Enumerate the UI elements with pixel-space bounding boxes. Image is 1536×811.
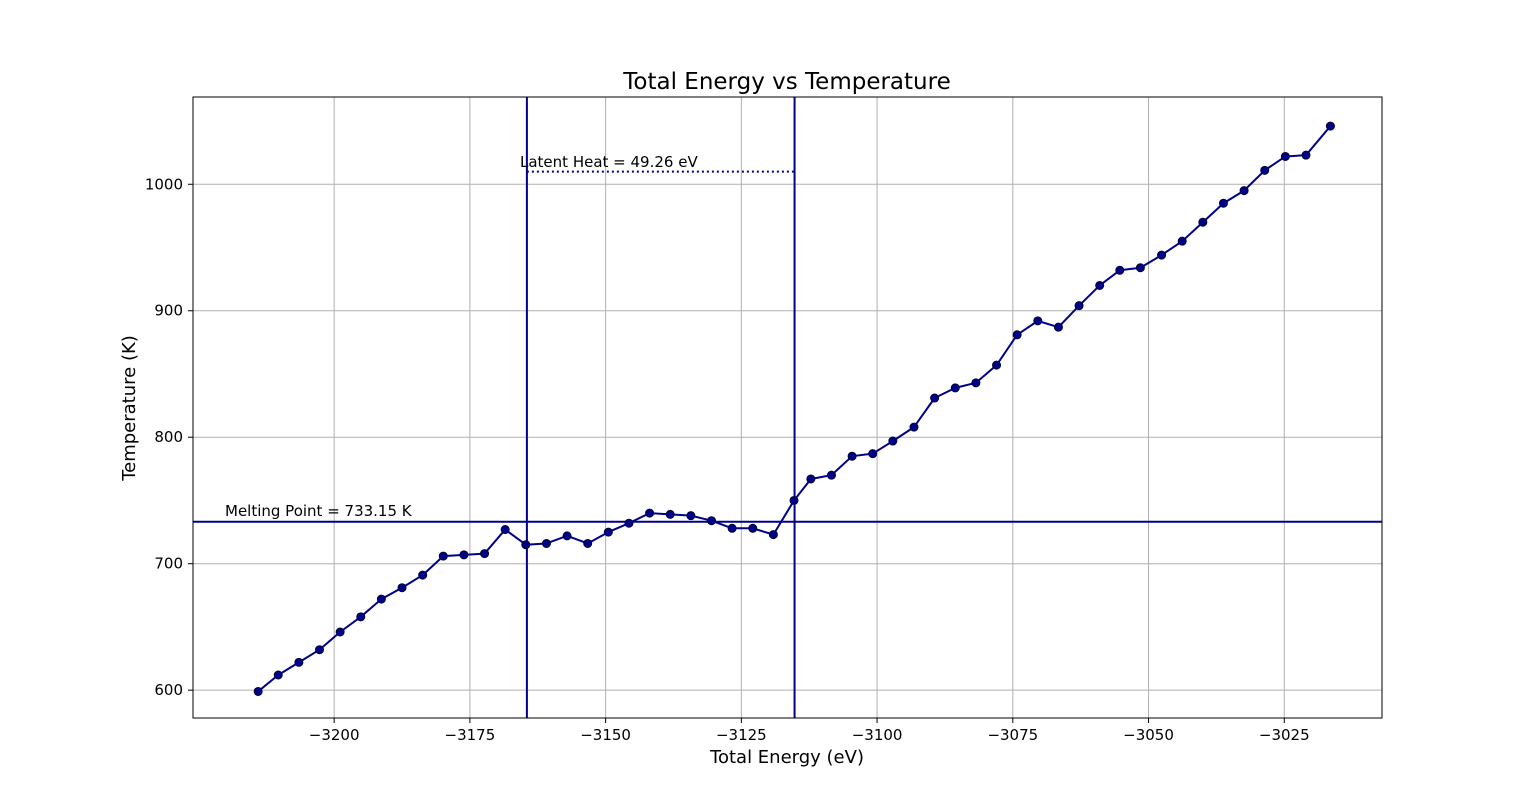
data-point — [294, 657, 304, 667]
data-point — [930, 393, 940, 403]
x-tick-label: −3100 — [852, 726, 903, 744]
data-point — [686, 511, 696, 521]
y-axis-label: Temperature (K) — [119, 335, 140, 482]
y-tick-label: 800 — [154, 428, 183, 446]
melting-point-annotation: Melting Point = 733.15 K — [225, 502, 413, 520]
data-point — [624, 518, 634, 528]
data-point — [1280, 151, 1290, 161]
reference-lines — [193, 97, 1382, 718]
data-point — [950, 383, 960, 393]
x-tick-label: −3175 — [445, 726, 496, 744]
data-point — [397, 583, 407, 593]
x-axis-label: Total Energy (eV) — [709, 747, 864, 768]
data-point — [826, 470, 836, 480]
x-tick-label: −3150 — [580, 726, 631, 744]
data-point — [1260, 165, 1270, 175]
data-point — [727, 523, 737, 533]
data-point — [418, 570, 428, 580]
data-point — [1074, 301, 1084, 311]
data-point — [1115, 265, 1125, 275]
data-point — [480, 549, 490, 559]
x-tick-label: −3125 — [716, 726, 767, 744]
data-point — [1198, 217, 1208, 227]
data-point — [1325, 121, 1335, 131]
data-point — [1053, 322, 1063, 332]
data-point — [888, 436, 898, 446]
plot-area-frame — [192, 96, 1383, 719]
data-point — [789, 495, 799, 505]
data-point — [1177, 236, 1187, 246]
data-point — [1033, 316, 1043, 326]
data-point — [315, 645, 325, 655]
data-point — [1301, 150, 1311, 160]
data-point — [665, 509, 675, 519]
data-point — [1095, 280, 1105, 290]
data-point — [459, 550, 469, 560]
data-point — [992, 360, 1002, 370]
data-point — [541, 538, 551, 548]
y-tick-label: 600 — [154, 681, 183, 699]
data-point — [1012, 330, 1022, 340]
data-point — [376, 594, 386, 604]
x-tick-label: −3200 — [309, 726, 360, 744]
data-point — [768, 530, 778, 540]
x-tick-label: −3025 — [1259, 726, 1310, 744]
data-point — [1157, 250, 1167, 260]
data-point — [356, 612, 366, 622]
data-point — [645, 508, 655, 518]
data-point — [806, 474, 816, 484]
data-point — [562, 531, 572, 541]
data-point — [500, 525, 510, 535]
data-point — [273, 670, 283, 680]
data-series — [253, 121, 1335, 696]
data-point — [603, 527, 613, 537]
y-tick-label: 700 — [154, 555, 183, 573]
grid-lines — [193, 97, 1382, 718]
y-tick-label: 900 — [154, 302, 183, 320]
latent-heat-annotation: Latent Heat = 49.26 eV — [520, 153, 698, 171]
data-point — [847, 451, 857, 461]
data-point — [706, 516, 716, 526]
data-point — [438, 551, 448, 561]
data-point — [1135, 263, 1145, 273]
x-tick-label: −3075 — [987, 726, 1038, 744]
data-point — [909, 422, 919, 432]
data-point — [971, 378, 981, 388]
x-tick-label: −3050 — [1123, 726, 1174, 744]
data-point — [1239, 186, 1249, 196]
y-tick-label: 1000 — [145, 175, 183, 193]
data-point — [335, 627, 345, 637]
chart-title: Total Energy vs Temperature — [622, 69, 950, 95]
data-point — [583, 538, 593, 548]
data-point — [868, 449, 878, 459]
data-point — [521, 540, 531, 550]
data-point — [748, 523, 758, 533]
axis-ticks: −3200 −3175 −3150 −3125 −3100 −3075 −3050 −3025… — [145, 175, 1310, 744]
data-point — [1218, 198, 1228, 208]
data-point — [253, 686, 263, 696]
